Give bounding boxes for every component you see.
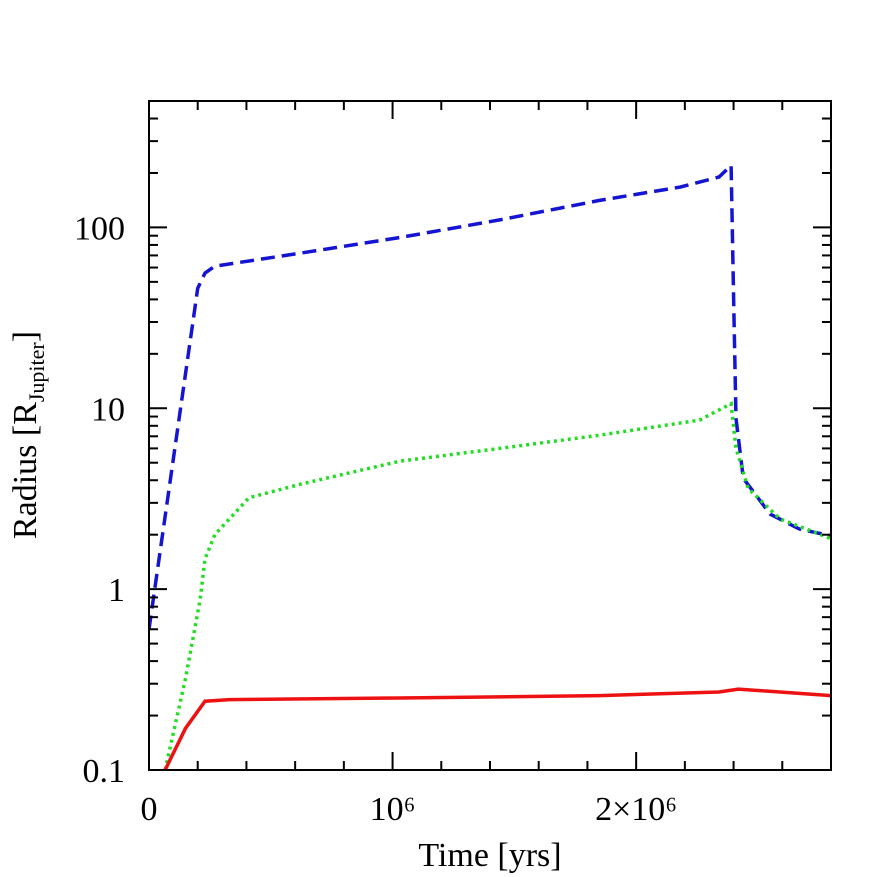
plot-frame [148,100,832,771]
data-line [149,161,831,630]
data-line [163,687,831,770]
x-tick-label: 2×10⁶ [595,791,677,828]
y-tick-label: 10 [91,391,125,428]
y-tick-label: 100 [74,210,125,247]
x-tick-label: 0 [141,791,158,828]
y-axis-label-end: ] [7,331,44,342]
y-axis-label-main: Radius [R [7,402,44,539]
x-axis-label: Time [yrs] [418,837,561,874]
data-line [163,400,831,770]
y-tick-label: 0.1 [83,753,126,790]
x-tick-label: 10⁶ [370,791,416,828]
y-axis-label: Radius [RJupiter] [7,331,49,539]
y-axis-label-sub: Jupiter [24,342,49,403]
y-tick-label: 1 [108,572,125,609]
